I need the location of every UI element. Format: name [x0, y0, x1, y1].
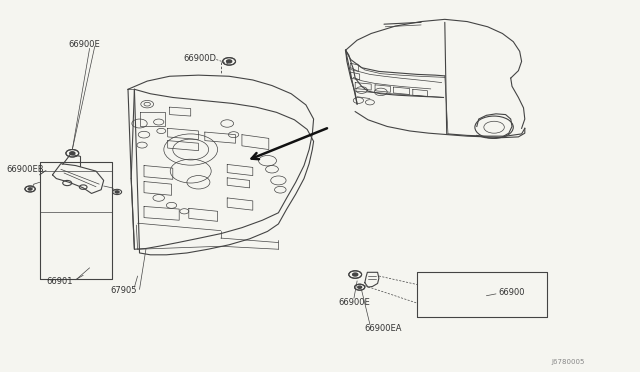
Circle shape	[227, 60, 232, 63]
Circle shape	[355, 284, 365, 290]
Text: 66900EA: 66900EA	[365, 324, 403, 333]
Circle shape	[353, 273, 358, 276]
Circle shape	[70, 152, 75, 155]
Text: J6780005: J6780005	[552, 359, 585, 365]
Text: 66900E: 66900E	[338, 298, 370, 307]
Circle shape	[358, 286, 362, 288]
Circle shape	[349, 271, 362, 278]
Text: 66900: 66900	[498, 288, 524, 296]
Circle shape	[223, 58, 236, 65]
Text: 66900E: 66900E	[68, 40, 100, 49]
Text: 66900EB: 66900EB	[6, 165, 44, 174]
Text: 66901: 66901	[46, 278, 72, 286]
Text: 66900D: 66900D	[184, 54, 217, 63]
Text: 67905: 67905	[110, 286, 136, 295]
Circle shape	[66, 150, 79, 157]
Circle shape	[115, 191, 119, 193]
Circle shape	[28, 188, 32, 190]
Circle shape	[25, 186, 35, 192]
